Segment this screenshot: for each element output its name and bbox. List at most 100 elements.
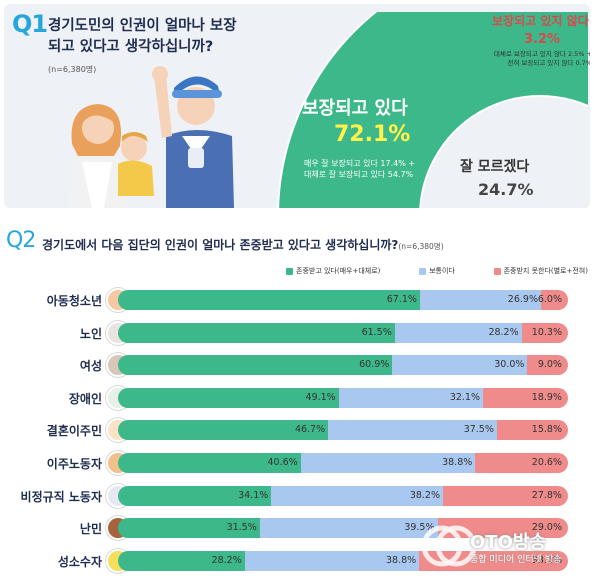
q1-sample-size: (n=6,380명) bbox=[48, 65, 97, 74]
q1-question-text: 경기도민의 인권이 얼마나 보장되고 있다고 생각하십니까? bbox=[48, 18, 237, 55]
data-label: 37.5% bbox=[463, 424, 494, 436]
q1-panel: Q1 경기도민의 인권이 얼마나 보장되고 있다고 생각하십니까? (n=6,3… bbox=[4, 4, 590, 208]
not-protected-detail-2: 전혀 보장되고 있지 않다 0.7% bbox=[507, 59, 590, 67]
bar-segment-respected: 40.6% bbox=[118, 453, 301, 473]
chart-legend: 존중받고 있다(매우+대체로) 보통이다 존중받지 못한다(별로+전혀) bbox=[286, 266, 588, 276]
bar-segment-respected: 31.5% bbox=[118, 518, 260, 539]
data-label: 18.9% bbox=[531, 391, 562, 403]
bar-row: 67.1% 26.9% 6.0% bbox=[118, 290, 568, 310]
data-label: 33.1% bbox=[531, 554, 562, 566]
data-label: 31.5% bbox=[226, 522, 257, 534]
bar-segment-neutral: 39.5% bbox=[259, 518, 438, 539]
bar-segment-respected: 67.1% bbox=[118, 290, 420, 310]
row-label: 아동청소년 bbox=[46, 294, 102, 308]
gauge-slice-protected bbox=[277, 12, 588, 208]
data-label: 61.5% bbox=[361, 326, 392, 338]
legend-item-respected: 존중받고 있다(매우+대체로) bbox=[286, 266, 380, 276]
data-label: 38.2% bbox=[409, 489, 440, 501]
protected-percent: 72.1% bbox=[334, 122, 411, 147]
bar-row: 40.6% 38.8% 20.6% bbox=[118, 453, 568, 473]
row-label: 여성 bbox=[79, 359, 102, 374]
bar-segment-not-respected: 9.0% bbox=[527, 355, 568, 376]
gauge-chart bbox=[277, 12, 588, 208]
row-label: 난민 bbox=[79, 522, 102, 537]
data-label: 49.1% bbox=[305, 391, 336, 403]
bar-row: 46.7% 37.5% 15.8% bbox=[118, 420, 568, 441]
protected-label: 보장되고 있다 bbox=[302, 98, 408, 119]
bar-segment-respected: 60.9% bbox=[118, 355, 393, 376]
bar-row: 31.5% 39.5% 29.0% bbox=[118, 518, 568, 539]
data-label: 10.3% bbox=[531, 326, 562, 338]
watermark-logo bbox=[421, 525, 477, 567]
legend-item-not-respected: 존중받지 못한다(별로+전혀) bbox=[493, 266, 588, 276]
legend-swatch-green bbox=[286, 267, 293, 275]
bar-segment-respected: 28.2% bbox=[118, 550, 245, 571]
woman-figure-icon bbox=[68, 104, 128, 208]
not-protected-detail: 대체로 보장되고 있지 않다 2.5% + 전혀 보장되고 있지 않다 0.7% bbox=[492, 50, 590, 68]
data-label: 38.8% bbox=[386, 554, 417, 566]
data-label: 38.8% bbox=[442, 457, 473, 468]
row-label: 비정규직 노동자 bbox=[20, 489, 102, 504]
legend-label-respected: 존중받고 있다(매우+대체로) bbox=[296, 267, 381, 275]
not-protected-label: 보장되고 있지 않다 bbox=[492, 14, 589, 28]
data-label: 40.6% bbox=[267, 457, 298, 468]
data-label: 28.2% bbox=[211, 554, 242, 566]
data-label: 20.6% bbox=[531, 457, 562, 468]
bar-row: 34.1% 38.2% 27.8% bbox=[118, 485, 568, 506]
bar-segment-neutral: 30.0% bbox=[392, 355, 528, 376]
data-label: 15.8% bbox=[531, 424, 562, 436]
bar-row: 61.5% 28.2% 10.3% bbox=[118, 322, 568, 343]
man-figure-icon bbox=[152, 66, 234, 208]
row-label: 성소수자 bbox=[57, 554, 102, 569]
data-label: 29.0% bbox=[531, 522, 562, 534]
legend-swatch-blue bbox=[419, 267, 427, 275]
data-label: 6.0% bbox=[537, 294, 562, 305]
q2-question: 경기도에서 다음 집단의 인권이 얼마나 존중받고 있다고 생각하십니까?(n=… bbox=[42, 236, 444, 253]
bar-segment-respected: 34.1% bbox=[118, 485, 272, 506]
data-label: 46.7% bbox=[294, 424, 326, 436]
data-label: 30.0% bbox=[494, 359, 525, 371]
family-illustration bbox=[68, 66, 234, 208]
protected-detail-2: 대체로 잘 보장되고 있다 54.7% bbox=[304, 170, 414, 179]
dont-know-label: 잘 모르겠다 bbox=[460, 159, 530, 175]
legend-swatch-red bbox=[493, 267, 501, 275]
watermark-text: OTO방송 bbox=[470, 532, 547, 553]
data-label: 39.5% bbox=[404, 522, 435, 534]
data-label: 9.0% bbox=[537, 359, 562, 371]
not-protected-percent: 3.2% bbox=[524, 32, 561, 47]
bar-segment-not-respected: 20.6% bbox=[475, 453, 568, 473]
bar-segment-neutral: 38.8% bbox=[244, 550, 420, 571]
data-label: 67.1% bbox=[386, 294, 417, 305]
q2-question-text: 경기도에서 다음 집단의 인권이 얼마나 존중받고 있다고 생각하십니까? bbox=[42, 238, 399, 252]
bar-row: 49.1% 32.1% 18.9% bbox=[118, 387, 568, 408]
bar-segment-not-respected: 18.9% bbox=[483, 387, 568, 408]
bar-segment-neutral: 26.9% bbox=[419, 290, 541, 310]
bar-segment-neutral: 38.2% bbox=[271, 485, 443, 506]
bar-segment-neutral: 28.2% bbox=[394, 322, 522, 343]
bar-segment-neutral: 38.8% bbox=[300, 453, 476, 473]
q2-sample-size: (n=6,380명) bbox=[398, 242, 444, 251]
data-label: 27.8% bbox=[531, 489, 562, 501]
legend-label-not-respected: 존중받지 못한다(별로+전혀) bbox=[503, 267, 588, 275]
protected-detail: 매우 잘 보장되고 있다 17.4% + 대체로 잘 보장되고 있다 54.7% bbox=[304, 158, 444, 180]
watermark-subtext: 종합 미디어 인터넷 방송 bbox=[470, 555, 562, 565]
data-label: 34.1% bbox=[238, 489, 269, 501]
data-label: 26.9% bbox=[507, 294, 538, 305]
legend-item-neutral: 보통이다 bbox=[419, 266, 455, 276]
not-protected-detail-1: 대체로 보장되고 있지 않다 2.5% + bbox=[493, 50, 590, 58]
data-label: 32.1% bbox=[449, 391, 481, 403]
q1-question: 경기도민의 인권이 얼마나 보장되고 있다고 생각하십니까? (n=6,380명… bbox=[48, 16, 248, 80]
protected-detail-1: 매우 잘 보장되고 있다 17.4% + bbox=[304, 159, 416, 168]
child-figure-icon bbox=[118, 132, 154, 196]
bar-segment-respected: 49.1% bbox=[118, 387, 339, 408]
legend-label-neutral: 보통이다 bbox=[429, 267, 455, 275]
bar-segment-respected: 46.7% bbox=[118, 420, 329, 441]
q1-number: Q1 bbox=[12, 10, 48, 38]
row-label: 이주노동자 bbox=[46, 457, 102, 471]
row-label: 노인 bbox=[79, 326, 102, 341]
bar-row: 60.9% 30.0% 9.0% bbox=[118, 355, 568, 376]
bar-segment-not-respected: 6.0% bbox=[537, 290, 568, 310]
data-label: 60.9% bbox=[359, 359, 390, 371]
bar-segment-neutral: 37.5% bbox=[328, 420, 497, 441]
bar-segment-not-respected: 15.8% bbox=[496, 420, 568, 441]
